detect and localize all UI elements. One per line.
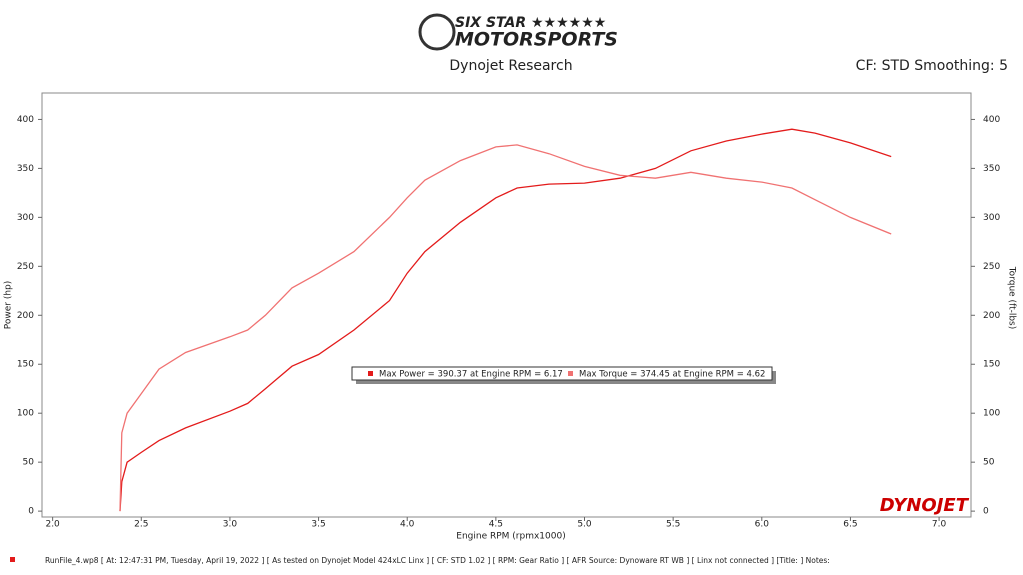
y-axis-title: Power (hp)	[4, 281, 14, 330]
chart-subtitle: CF: STD Smoothing: 5	[856, 58, 1008, 74]
x-axis-title: Engine RPM (rpmx1000)	[456, 532, 565, 542]
x-tick-label: 4.0	[400, 520, 415, 530]
legend-swatch	[368, 371, 373, 376]
legend	[351, 366, 773, 381]
x-tick-label: 4.5	[489, 520, 503, 530]
y2-tick-label: 300	[983, 213, 1000, 223]
x-tick-label: 5.5	[666, 520, 680, 530]
y-tick-label: 100	[17, 409, 34, 419]
y2-tick-label: 350	[983, 164, 1000, 174]
y-tick-label: 400	[17, 115, 34, 125]
y2-tick-label: 50	[983, 458, 995, 468]
y-tick-label: 350	[17, 164, 34, 174]
legend-label: Max Power = 390.37 at Engine RPM = 6.17	[379, 370, 563, 380]
x-tick-label: 2.5	[134, 520, 148, 530]
y2-tick-label: 0	[983, 507, 989, 517]
y-tick-label: 0	[28, 507, 34, 517]
logo-text: SIX STAR ★★★★★★	[455, 15, 606, 31]
x-tick-label: 6.5	[843, 520, 857, 530]
series-line	[119, 144, 892, 512]
y2-tick-label: 200	[983, 311, 1000, 321]
y2-tick-label: 100	[983, 409, 1000, 419]
series-line	[119, 128, 892, 512]
x-tick-label: 5.0	[577, 520, 592, 530]
x-tick-label: 7.0	[932, 520, 947, 530]
y-tick-label: 50	[23, 458, 35, 468]
x-tick-label: 2.0	[45, 520, 60, 530]
chart-title: Dynojet Research	[449, 58, 572, 74]
legend-label: Max Torque = 374.45 at Engine RPM = 4.62	[579, 370, 765, 380]
y2-tick-label: 150	[983, 360, 1000, 370]
brand-logo: DYNOJET	[880, 495, 970, 516]
footer-marker	[10, 557, 15, 562]
footer: RunFile_4.wp8 [ At: 12:47:31 PM, Tuesday…	[45, 556, 830, 565]
x-tick-label: 6.0	[755, 520, 770, 530]
y-tick-label: 150	[17, 360, 34, 370]
y2-axis-title: Torque (ft-lbs)	[1007, 266, 1017, 330]
y-tick-label: 250	[17, 262, 34, 272]
logo: SIX STAR ★★★★★★ MOTORSPORTS	[418, 13, 618, 51]
y-tick-label: 300	[17, 213, 34, 223]
y2-tick-label: 400	[983, 115, 1000, 125]
y2-tick-label: 250	[983, 262, 1000, 272]
logo-text: MOTORSPORTS	[455, 29, 618, 51]
plot-frame	[41, 92, 972, 518]
logo-ring	[418, 13, 456, 51]
x-tick-label: 3.0	[223, 520, 238, 530]
y-tick-label: 200	[17, 311, 34, 321]
x-tick-label: 3.5	[311, 520, 325, 530]
legend-swatch	[568, 371, 573, 376]
